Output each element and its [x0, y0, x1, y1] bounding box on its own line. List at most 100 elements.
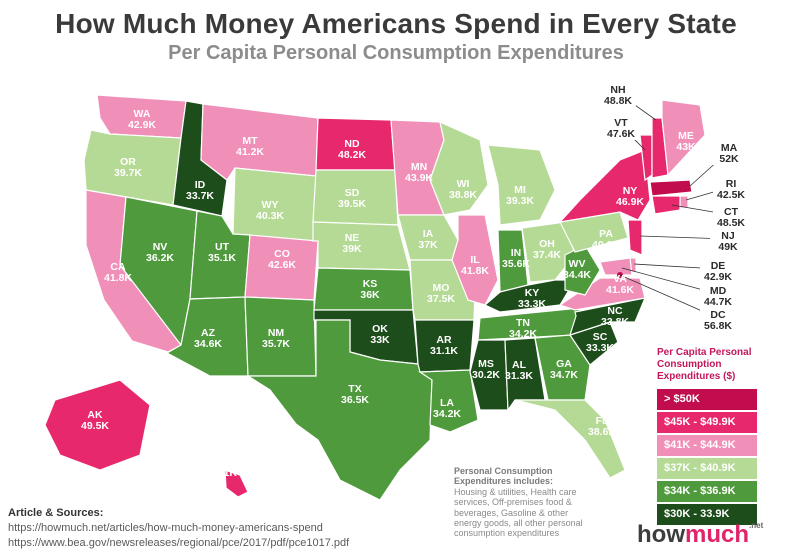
source-link[interactable]: https://howmuch.net/articles/how-much-mo… [8, 522, 323, 534]
state-value: 33.7K [186, 190, 214, 202]
state-value: 33.3K [586, 342, 614, 354]
state-value: 38.8K [449, 189, 477, 201]
state-code: DE [711, 260, 726, 272]
state-code: RI [726, 178, 737, 190]
state-value: 37.5K [427, 293, 455, 305]
sources: Article & Sources: https://howmuch.net/a… [8, 506, 349, 551]
state-code: ND [344, 138, 360, 150]
state-value: 41.6K [606, 284, 634, 296]
state-value: 37.4K [533, 249, 561, 261]
state-value: 48.5K [717, 217, 745, 229]
state-code: SC [593, 331, 608, 343]
state-value: 36.5K [341, 394, 369, 406]
state-value: 36.2K [146, 252, 174, 264]
map-subtitle: Per Capita Personal Consumption Expendit… [168, 42, 624, 64]
state-code: IN [511, 247, 522, 259]
state-value: 42.9K [704, 271, 732, 283]
state-value: 39.3K [506, 195, 534, 207]
legend-item: > $50K [657, 389, 757, 410]
state-code: AL [512, 359, 527, 371]
legend-item: $37K - $40.9K [657, 458, 757, 479]
state-value: 48.8K [604, 95, 632, 107]
state-value: 34.7K [550, 369, 578, 381]
state-value: 38.6K [588, 426, 616, 438]
state-code: ID [195, 179, 206, 191]
state-code: GA [556, 358, 572, 370]
state-code: LA [440, 397, 454, 409]
map-title: How Much Money Americans Spend in Every … [55, 8, 737, 39]
legend-item: $34K - $36.9K [657, 481, 757, 502]
state-value: 39K [342, 243, 362, 255]
state-value: 33.8K [601, 316, 629, 328]
source-link[interactable]: https://www.bea.gov/newsreleases/regiona… [8, 537, 350, 549]
state-code: PA [599, 228, 613, 240]
state-value: 48.2K [338, 149, 366, 161]
state-ga [534, 334, 591, 401]
state-value: 40.9K [592, 239, 620, 251]
state-code: WV [569, 258, 586, 270]
state-code: MO [433, 282, 450, 294]
legend: Per Capita Personal Consumption Expendit… [657, 347, 757, 527]
state-code: HI [218, 456, 229, 468]
sources-heading: Article & Sources: [8, 507, 104, 519]
state-ma [649, 179, 693, 197]
state-md [599, 257, 633, 276]
state-code: NY [623, 185, 638, 197]
state-shapes [44, 94, 706, 501]
state-code: NV [153, 241, 168, 253]
state-value: 37K [418, 239, 438, 251]
state-value: 47.6K [607, 128, 635, 140]
legend-item: $45K - $49.9K [657, 412, 757, 433]
state-code: IL [470, 254, 480, 266]
state-value: 34.4K [563, 269, 591, 281]
state-value: 35.1K [208, 252, 236, 264]
state-fl [514, 399, 626, 479]
state-code: MD [710, 285, 727, 297]
state-ct [651, 195, 681, 215]
state-mt [200, 103, 319, 181]
state-code: NE [345, 232, 360, 244]
state-hi [224, 469, 249, 498]
state-code: IA [423, 228, 434, 240]
state-code: WA [134, 108, 151, 120]
state-code: TX [348, 383, 361, 395]
state-value: 49K [718, 241, 738, 253]
state-code: CT [724, 206, 739, 218]
state-code: OH [539, 238, 555, 250]
state-ny [558, 149, 651, 223]
state-value: 35.6K [502, 258, 530, 270]
state-code: OR [120, 156, 136, 168]
state-va [558, 277, 646, 311]
state-value: 45.1K [209, 467, 237, 479]
state-value: 31.1K [430, 345, 458, 357]
howmuch-logo: howmuch.net [637, 521, 764, 548]
state-value: 36K [360, 289, 380, 301]
state-ak [44, 379, 151, 471]
state-value: 49.5K [81, 420, 109, 432]
